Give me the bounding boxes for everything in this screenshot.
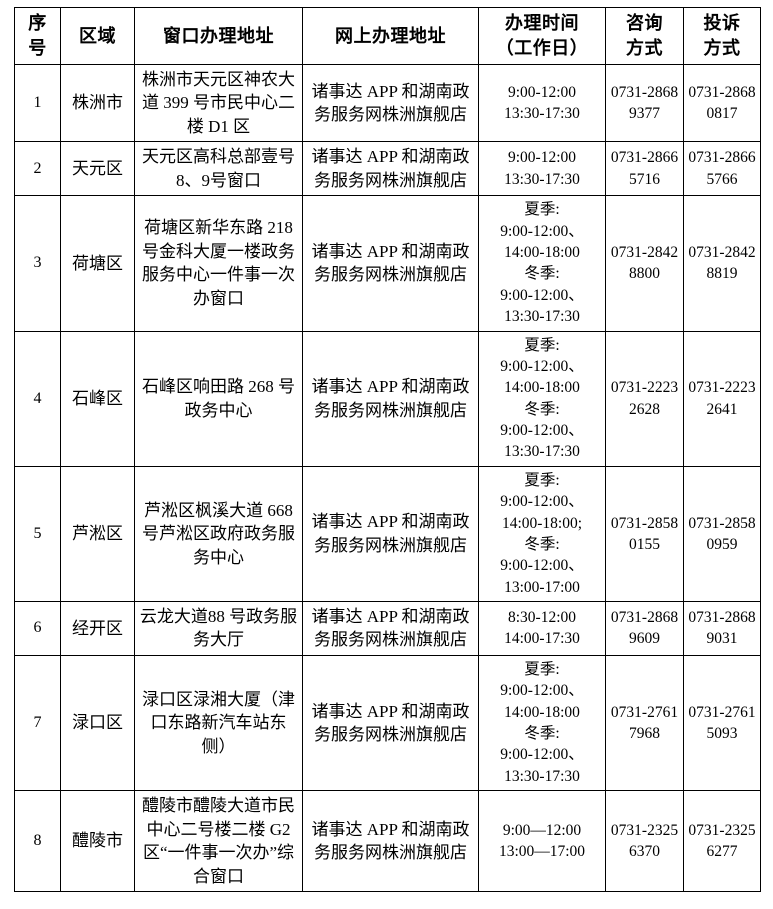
cell-consult-tel: 0731-27617968 bbox=[605, 654, 684, 792]
cell-window-address: 天元区高科总部壹号8、9号窗口 bbox=[134, 141, 303, 197]
cell-online-address: 诸事达 APP 和湖南政务服务网株洲旗舰店 bbox=[302, 63, 479, 143]
cell-window-address: 醴陵市醴陵大道市民中心二号楼二楼 G2 区“一件事一次办”综合窗口 bbox=[134, 790, 303, 892]
cell-sequence-number: 6 bbox=[14, 601, 61, 656]
cell-complaint-tel: 0731-27615093 bbox=[683, 654, 761, 792]
header-line: 投诉 bbox=[703, 13, 741, 34]
cell-sequence-number: 7 bbox=[14, 654, 61, 792]
cell-online-address: 诸事达 APP 和湖南政务服务网株洲旗舰店 bbox=[302, 601, 479, 656]
cell-area: 株洲市 bbox=[60, 63, 135, 143]
cell-complaint-tel: 0731-28428819 bbox=[683, 195, 761, 332]
cell-service-time: 夏季: 9:00-12:00、 14:00-18:00 冬季: 9:00-12:… bbox=[478, 654, 606, 792]
cell-service-time: 9:00—12:00 13:00—17:00 bbox=[478, 790, 606, 892]
cell-complaint-tel: 0731-23256277 bbox=[683, 790, 761, 892]
cell-area: 荷塘区 bbox=[60, 195, 135, 332]
cell-service-time: 夏季: 9:00-12:00、 14:00-18:00; 冬季: 9:00-12… bbox=[478, 465, 606, 603]
column-header-online-address: 网上办理地址 bbox=[302, 7, 479, 65]
column-header-sequence-number: 序 号 bbox=[14, 7, 61, 65]
table-row: 2 天元区 天元区高科总部壹号8、9号窗口 诸事达 APP 和湖南政务服务网株洲旗舰店… bbox=[14, 141, 761, 197]
column-header-service-time: 办理时间 （工作日） bbox=[478, 7, 606, 65]
header-line: 序 bbox=[28, 13, 47, 34]
table-row: 6 经开区 云龙大道88 号政务服务大厅 诸事达 APP 和湖南政务服务网株洲旗舰店 8… bbox=[14, 601, 761, 656]
header-line: 方式 bbox=[626, 38, 663, 58]
cell-service-time: 9:00-12:00 13:30-17:30 bbox=[478, 141, 606, 197]
cell-area: 石峰区 bbox=[60, 330, 135, 467]
table-row: 1 株洲市 株洲市天元区神农大道 399 号市民中心二楼 D1 区诸事达 APP 和… bbox=[14, 63, 761, 143]
cell-consult-tel: 0731-28580155 bbox=[605, 465, 684, 603]
cell-sequence-number: 2 bbox=[14, 141, 61, 197]
header-line: 区域 bbox=[79, 25, 116, 46]
header-line: 办理时间 bbox=[505, 13, 579, 34]
table-body: 1 株洲市 株洲市天元区神农大道 399 号市民中心二楼 D1 区诸事达 APP 和… bbox=[14, 63, 761, 892]
table-row: 3 荷塘区 荷塘区新华东路 218 号金科大厦一楼政务服务中心一件事一次办窗口 诸事达… bbox=[14, 195, 761, 332]
cell-consult-tel: 0731-23256370 bbox=[605, 790, 684, 892]
column-header-area: 区域 bbox=[60, 7, 135, 65]
column-header-window-address: 窗口办理地址 bbox=[134, 7, 303, 65]
table-row: 4 石峰区 石峰区响田路 268 号政务中心 诸事达 APP 和湖南政务服务网株洲旗舰… bbox=[14, 330, 761, 467]
cell-sequence-number: 8 bbox=[14, 790, 61, 892]
header-line: 窗口办理地址 bbox=[163, 25, 274, 46]
cell-online-address: 诸事达 APP 和湖南政务服务网株洲旗舰店 bbox=[302, 330, 479, 467]
cell-complaint-tel: 0731-28680817 bbox=[683, 63, 761, 143]
cell-consult-tel: 0731-28689377 bbox=[605, 63, 684, 143]
header-line: （工作日） bbox=[495, 38, 589, 58]
cell-online-address: 诸事达 APP 和湖南政务服务网株洲旗舰店 bbox=[302, 654, 479, 792]
cell-service-time: 9:00-12:00 13:30-17:30 bbox=[478, 63, 606, 143]
cell-consult-tel: 0731-22232628 bbox=[605, 330, 684, 467]
header-line: 方式 bbox=[703, 38, 741, 58]
cell-area: 经开区 bbox=[60, 601, 135, 656]
table-header-row: 序 号 区域 窗口办理地址 网上办理地址 办理时间 （工作日） 咨询 bbox=[14, 7, 761, 65]
cell-sequence-number: 4 bbox=[14, 330, 61, 467]
cell-consult-tel: 0731-28689609 bbox=[605, 601, 684, 656]
cell-service-time: 8:30-12:00 14:00-17:30 bbox=[478, 601, 606, 656]
service-locations-table: 序 号 区域 窗口办理地址 网上办理地址 办理时间 （工作日） 咨询 bbox=[14, 7, 761, 892]
cell-sequence-number: 5 bbox=[14, 465, 61, 603]
cell-complaint-tel: 0731-28665766 bbox=[683, 141, 761, 197]
header-line: 网上办理地址 bbox=[335, 25, 446, 46]
header-line: 咨询 bbox=[626, 13, 663, 34]
column-header-consult-tel: 咨询 方式 bbox=[605, 7, 684, 65]
cell-sequence-number: 3 bbox=[14, 195, 61, 332]
cell-service-time: 夏季: 9:00-12:00、 14:00-18:00 冬季: 9:00-12:… bbox=[478, 195, 606, 332]
cell-service-time: 夏季: 9:00-12:00、 14:00-18:00 冬季: 9:00-12:… bbox=[478, 330, 606, 467]
cell-window-address: 芦淞区枫溪大道 668 号芦淞区政府政务服务中心 bbox=[134, 465, 303, 603]
cell-window-address: 石峰区响田路 268 号政务中心 bbox=[134, 330, 303, 467]
cell-online-address: 诸事达 APP 和湖南政务服务网株洲旗舰店 bbox=[302, 465, 479, 603]
table-header: 序 号 区域 窗口办理地址 网上办理地址 办理时间 （工作日） 咨询 bbox=[14, 7, 761, 65]
cell-window-address: 渌口区渌湘大厦（津口东路新汽车站东侧） bbox=[134, 654, 303, 792]
cell-area: 醴陵市 bbox=[60, 790, 135, 892]
cell-window-address: 株洲市天元区神农大道 399 号市民中心二楼 D1 区 bbox=[134, 63, 303, 143]
cell-window-address: 云龙大道88 号政务服务大厅 bbox=[134, 601, 303, 656]
cell-complaint-tel: 0731-28580959 bbox=[683, 465, 761, 603]
column-header-complaint-tel: 投诉 方式 bbox=[683, 7, 761, 65]
cell-area: 渌口区 bbox=[60, 654, 135, 792]
cell-online-address: 诸事达 APP 和湖南政务服务网株洲旗舰店 bbox=[302, 790, 479, 892]
cell-area: 芦淞区 bbox=[60, 465, 135, 603]
cell-consult-tel: 0731-28428800 bbox=[605, 195, 684, 332]
table-row: 7 渌口区 渌口区渌湘大厦（津口东路新汽车站东侧） 诸事达 APP 和湖南政务服务网株… bbox=[14, 654, 761, 792]
cell-complaint-tel: 0731-28689031 bbox=[683, 601, 761, 656]
header-line: 号 bbox=[28, 38, 47, 58]
cell-window-address: 荷塘区新华东路 218 号金科大厦一楼政务服务中心一件事一次办窗口 bbox=[134, 195, 303, 332]
cell-sequence-number: 1 bbox=[14, 63, 61, 143]
cell-online-address: 诸事达 APP 和湖南政务服务网株洲旗舰店 bbox=[302, 141, 479, 197]
table-row: 5 芦淞区 芦淞区枫溪大道 668 号芦淞区政府政务服务中心 诸事达 APP 和湖南政… bbox=[14, 465, 761, 603]
cell-consult-tel: 0731-28665716 bbox=[605, 141, 684, 197]
cell-online-address: 诸事达 APP 和湖南政务服务网株洲旗舰店 bbox=[302, 195, 479, 332]
cell-complaint-tel: 0731-22232641 bbox=[683, 330, 761, 467]
cell-area: 天元区 bbox=[60, 141, 135, 197]
table-row: 8 醴陵市 醴陵市醴陵大道市民中心二号楼二楼 G2 区“一件事一次办”综合窗口 诸事达… bbox=[14, 790, 761, 892]
